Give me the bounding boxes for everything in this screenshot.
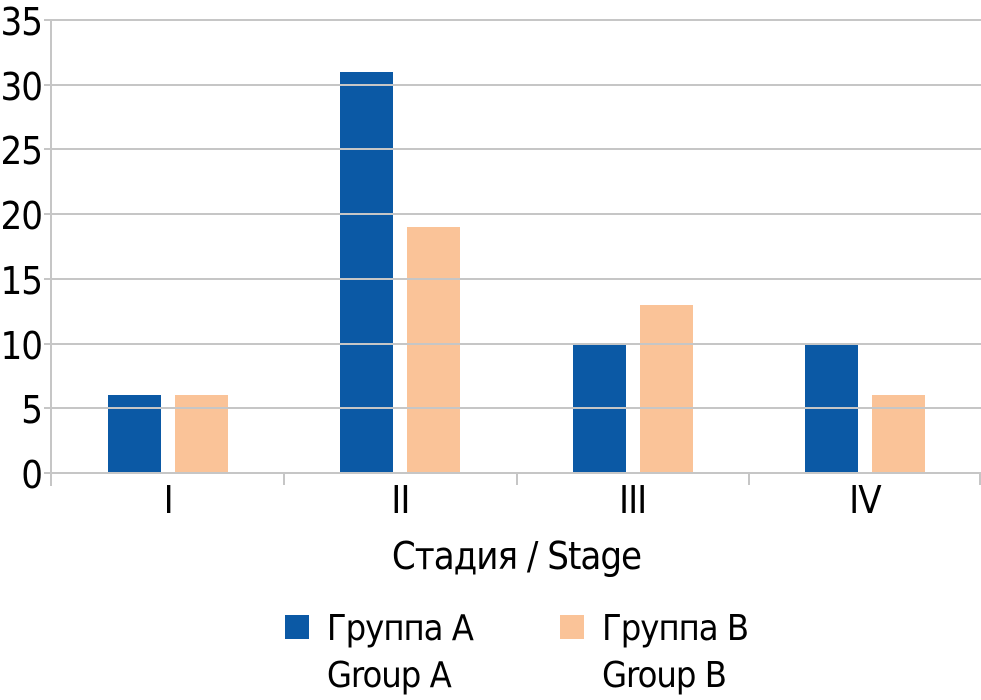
legend-swatch-icon bbox=[284, 615, 309, 639]
x-axis-title: Стадия / Stage bbox=[391, 534, 642, 578]
legend-entry-group-b: Группа B Group B bbox=[559, 606, 749, 700]
gridline-25 bbox=[44, 148, 981, 151]
y-tick-label-15: 15 bbox=[0, 258, 43, 303]
bar-group-II bbox=[284, 20, 516, 473]
bar-group-IV bbox=[749, 20, 981, 473]
x-tick-label-I: I bbox=[163, 478, 174, 522]
legend-label-en: Group B bbox=[601, 654, 727, 696]
x-axis-tick bbox=[747, 473, 750, 485]
legend-label: Группа B Group B bbox=[601, 606, 749, 700]
legend-label-ru: Группа А bbox=[326, 608, 474, 649]
legend-swatch-icon bbox=[559, 615, 584, 639]
gridline-15 bbox=[44, 277, 981, 280]
y-tick-label-25: 25 bbox=[0, 129, 43, 174]
y-axis-tick-labels: 0 5 10 15 20 25 30 35 bbox=[0, 0, 43, 520]
y-tick-label-35: 35 bbox=[0, 0, 43, 44]
legend-entry-group-a: Группа А Group A bbox=[284, 606, 474, 700]
bar-group-III bbox=[517, 20, 749, 473]
y-axis-line bbox=[50, 20, 52, 486]
legend-label: Группа А Group A bbox=[326, 606, 474, 700]
bars-row bbox=[52, 20, 981, 473]
gridline-10 bbox=[44, 342, 981, 345]
x-axis-tick bbox=[283, 473, 286, 485]
x-tick-label-II: II bbox=[391, 478, 410, 522]
y-tick-label-30: 30 bbox=[0, 64, 43, 109]
gridline-35 bbox=[44, 19, 981, 21]
gridline-30 bbox=[44, 83, 981, 86]
gridline-20 bbox=[44, 213, 981, 216]
y-tick-label-0: 0 bbox=[21, 453, 43, 497]
plot-area bbox=[44, 19, 981, 486]
bar-group-I bbox=[52, 20, 284, 473]
legend-label-ru: Группа B bbox=[601, 608, 749, 649]
x-tick-label-IV: IV bbox=[849, 478, 881, 522]
x-axis-tick bbox=[515, 473, 518, 485]
y-tick-label-10: 10 bbox=[0, 323, 43, 368]
bar-group-b-II bbox=[407, 227, 461, 473]
legend-label-en: Group A bbox=[326, 654, 452, 696]
x-axis-tick bbox=[979, 473, 981, 485]
bar-group-b-III bbox=[639, 304, 693, 473]
gridline-5 bbox=[44, 407, 981, 410]
x-axis-tick-labels: I II III IV bbox=[52, 481, 981, 519]
x-tick-label-III: III bbox=[619, 478, 647, 522]
x-axis-line bbox=[44, 472, 981, 474]
y-tick-label-5: 5 bbox=[21, 388, 43, 433]
y-tick-label-20: 20 bbox=[0, 194, 43, 239]
legend: Группа А Group A Группа B Group B bbox=[52, 606, 981, 700]
bar-group-a-II bbox=[340, 71, 394, 473]
